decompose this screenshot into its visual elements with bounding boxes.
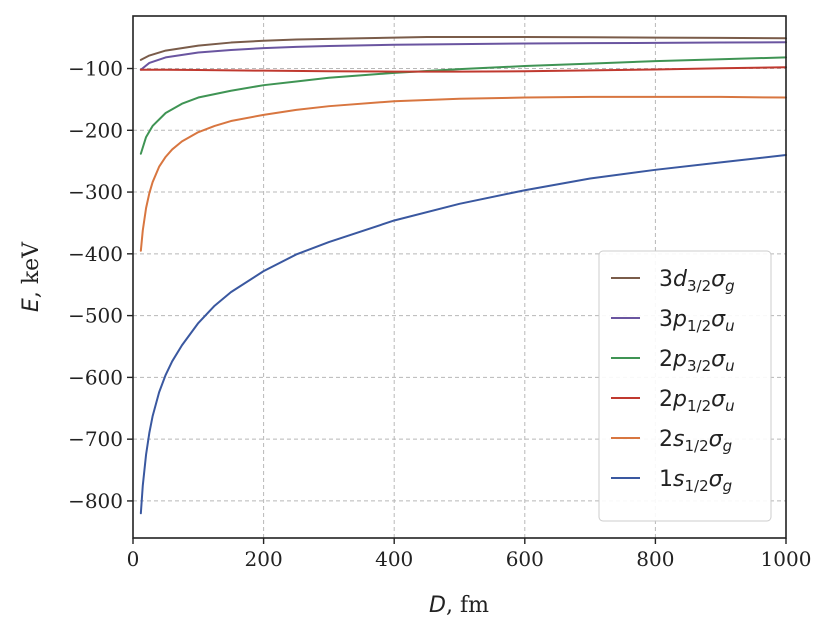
y-tick-label: −100 [68,57,123,81]
legend-item-3d32g: 3d3/2σg [611,267,735,295]
tick-labels: 0 200 400 600 800 1000 −800 −700 −600 −500 −400 −30… [68,57,811,571]
y-tick-label: −200 [68,118,123,142]
legend-label: 2p3/2σu [659,347,735,375]
x-tick-label: 400 [375,547,413,571]
legend-label: 1s1/2σg [659,467,732,495]
x-tick-label: 0 [127,547,140,571]
series-lines [139,36,787,515]
grid-lines [133,16,786,538]
y-tick-label: −300 [68,180,123,204]
x-tick-label: 600 [506,547,544,571]
legend-box [598,250,772,522]
legend-label: 2s1/2σg [659,427,732,455]
legend-item-2p32u: 2p3/2σu [611,347,735,375]
series-line-2p12u [139,66,787,73]
legend-label: 3p1/2σu [659,307,735,335]
legend-item-1s12g: 1s1/2σg [611,467,732,495]
x-tick-label: 200 [245,547,283,571]
series-line-2s12g [139,95,787,252]
series-line-3p12u [139,41,787,71]
x-tick-label: 800 [636,547,674,571]
legend: 3d3/2σg 3p1/2σu 2p3/2σu 2p1/2σu 2s1/2σg 1s1/2… [598,250,772,522]
y-tick-label: −500 [68,304,123,328]
y-tick-label: −400 [68,242,123,266]
x-tick-label: 1000 [761,547,812,571]
y-tick-label: −800 [68,489,123,513]
x-axis-label: D, fm [429,593,489,618]
y-tick-label: −700 [68,427,123,451]
series-line-2p32u [139,56,787,155]
legend-item-2s12g: 2s1/2σg [611,427,732,455]
plot-frame [132,15,787,539]
series-line-3d32g [139,36,787,61]
legend-item-2p12u: 2p1/2σu [611,387,735,415]
series-line-1s12g [139,153,787,515]
legend-label: 3d3/2σg [659,267,735,295]
y-tick-label: −600 [68,365,123,389]
y-axis-label: E, keV [19,241,44,312]
legend-item-3p12u: 3p1/2σu [611,307,735,335]
legend-label: 2p1/2σu [659,387,735,415]
axis-ticks [127,67,787,544]
